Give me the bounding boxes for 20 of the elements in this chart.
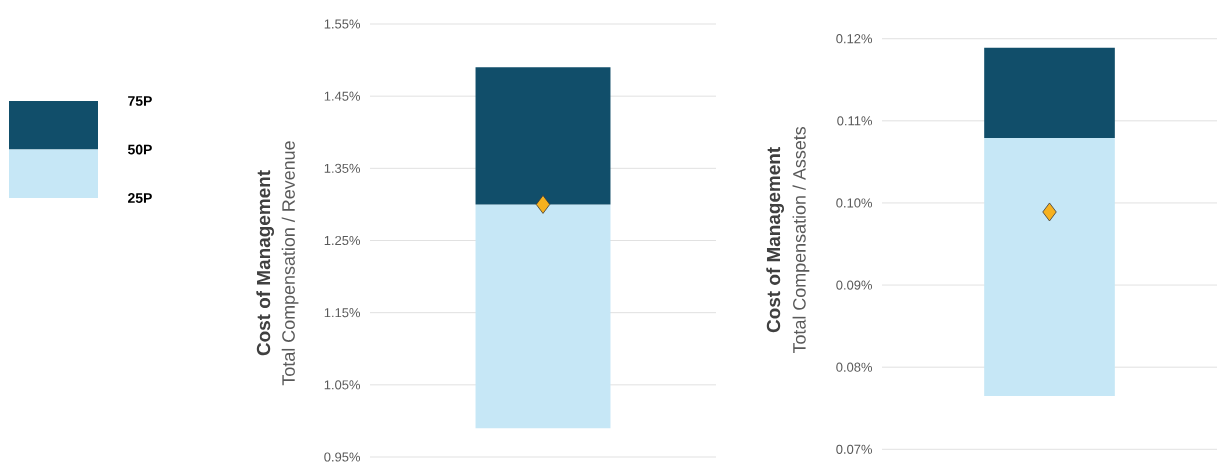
y-tick-label: 0.07% <box>836 444 873 454</box>
y-tick-label: 0.10% <box>836 198 873 208</box>
text: 25P <box>128 193 152 203</box>
y-tick-label: 0.95% <box>324 452 361 462</box>
y-tick-label: 1.15% <box>324 308 361 318</box>
y-tick-label: 1.35% <box>324 163 361 173</box>
y-tick-label: 1.55% <box>324 19 361 29</box>
y-axis-title: Cost of Management <box>256 170 275 356</box>
y-tick-label: 1.45% <box>324 91 361 101</box>
text: 75P <box>128 96 152 106</box>
y-tick-label: 1.25% <box>324 235 361 246</box>
y-axis-title: Cost of Management <box>766 147 785 333</box>
y-tick-label: 0.11% <box>837 116 873 126</box>
text: Total Compensation / Assets <box>792 126 810 354</box>
y-tick-label: 1.05% <box>324 380 361 390</box>
y-tick-label: 0.08% <box>836 362 873 372</box>
y-tick-label: 0.09% <box>836 280 873 290</box>
text: Total Compensation / Revenue <box>281 141 299 386</box>
text: 50P <box>127 144 152 155</box>
y-tick-label: 0.12% <box>836 34 873 44</box>
